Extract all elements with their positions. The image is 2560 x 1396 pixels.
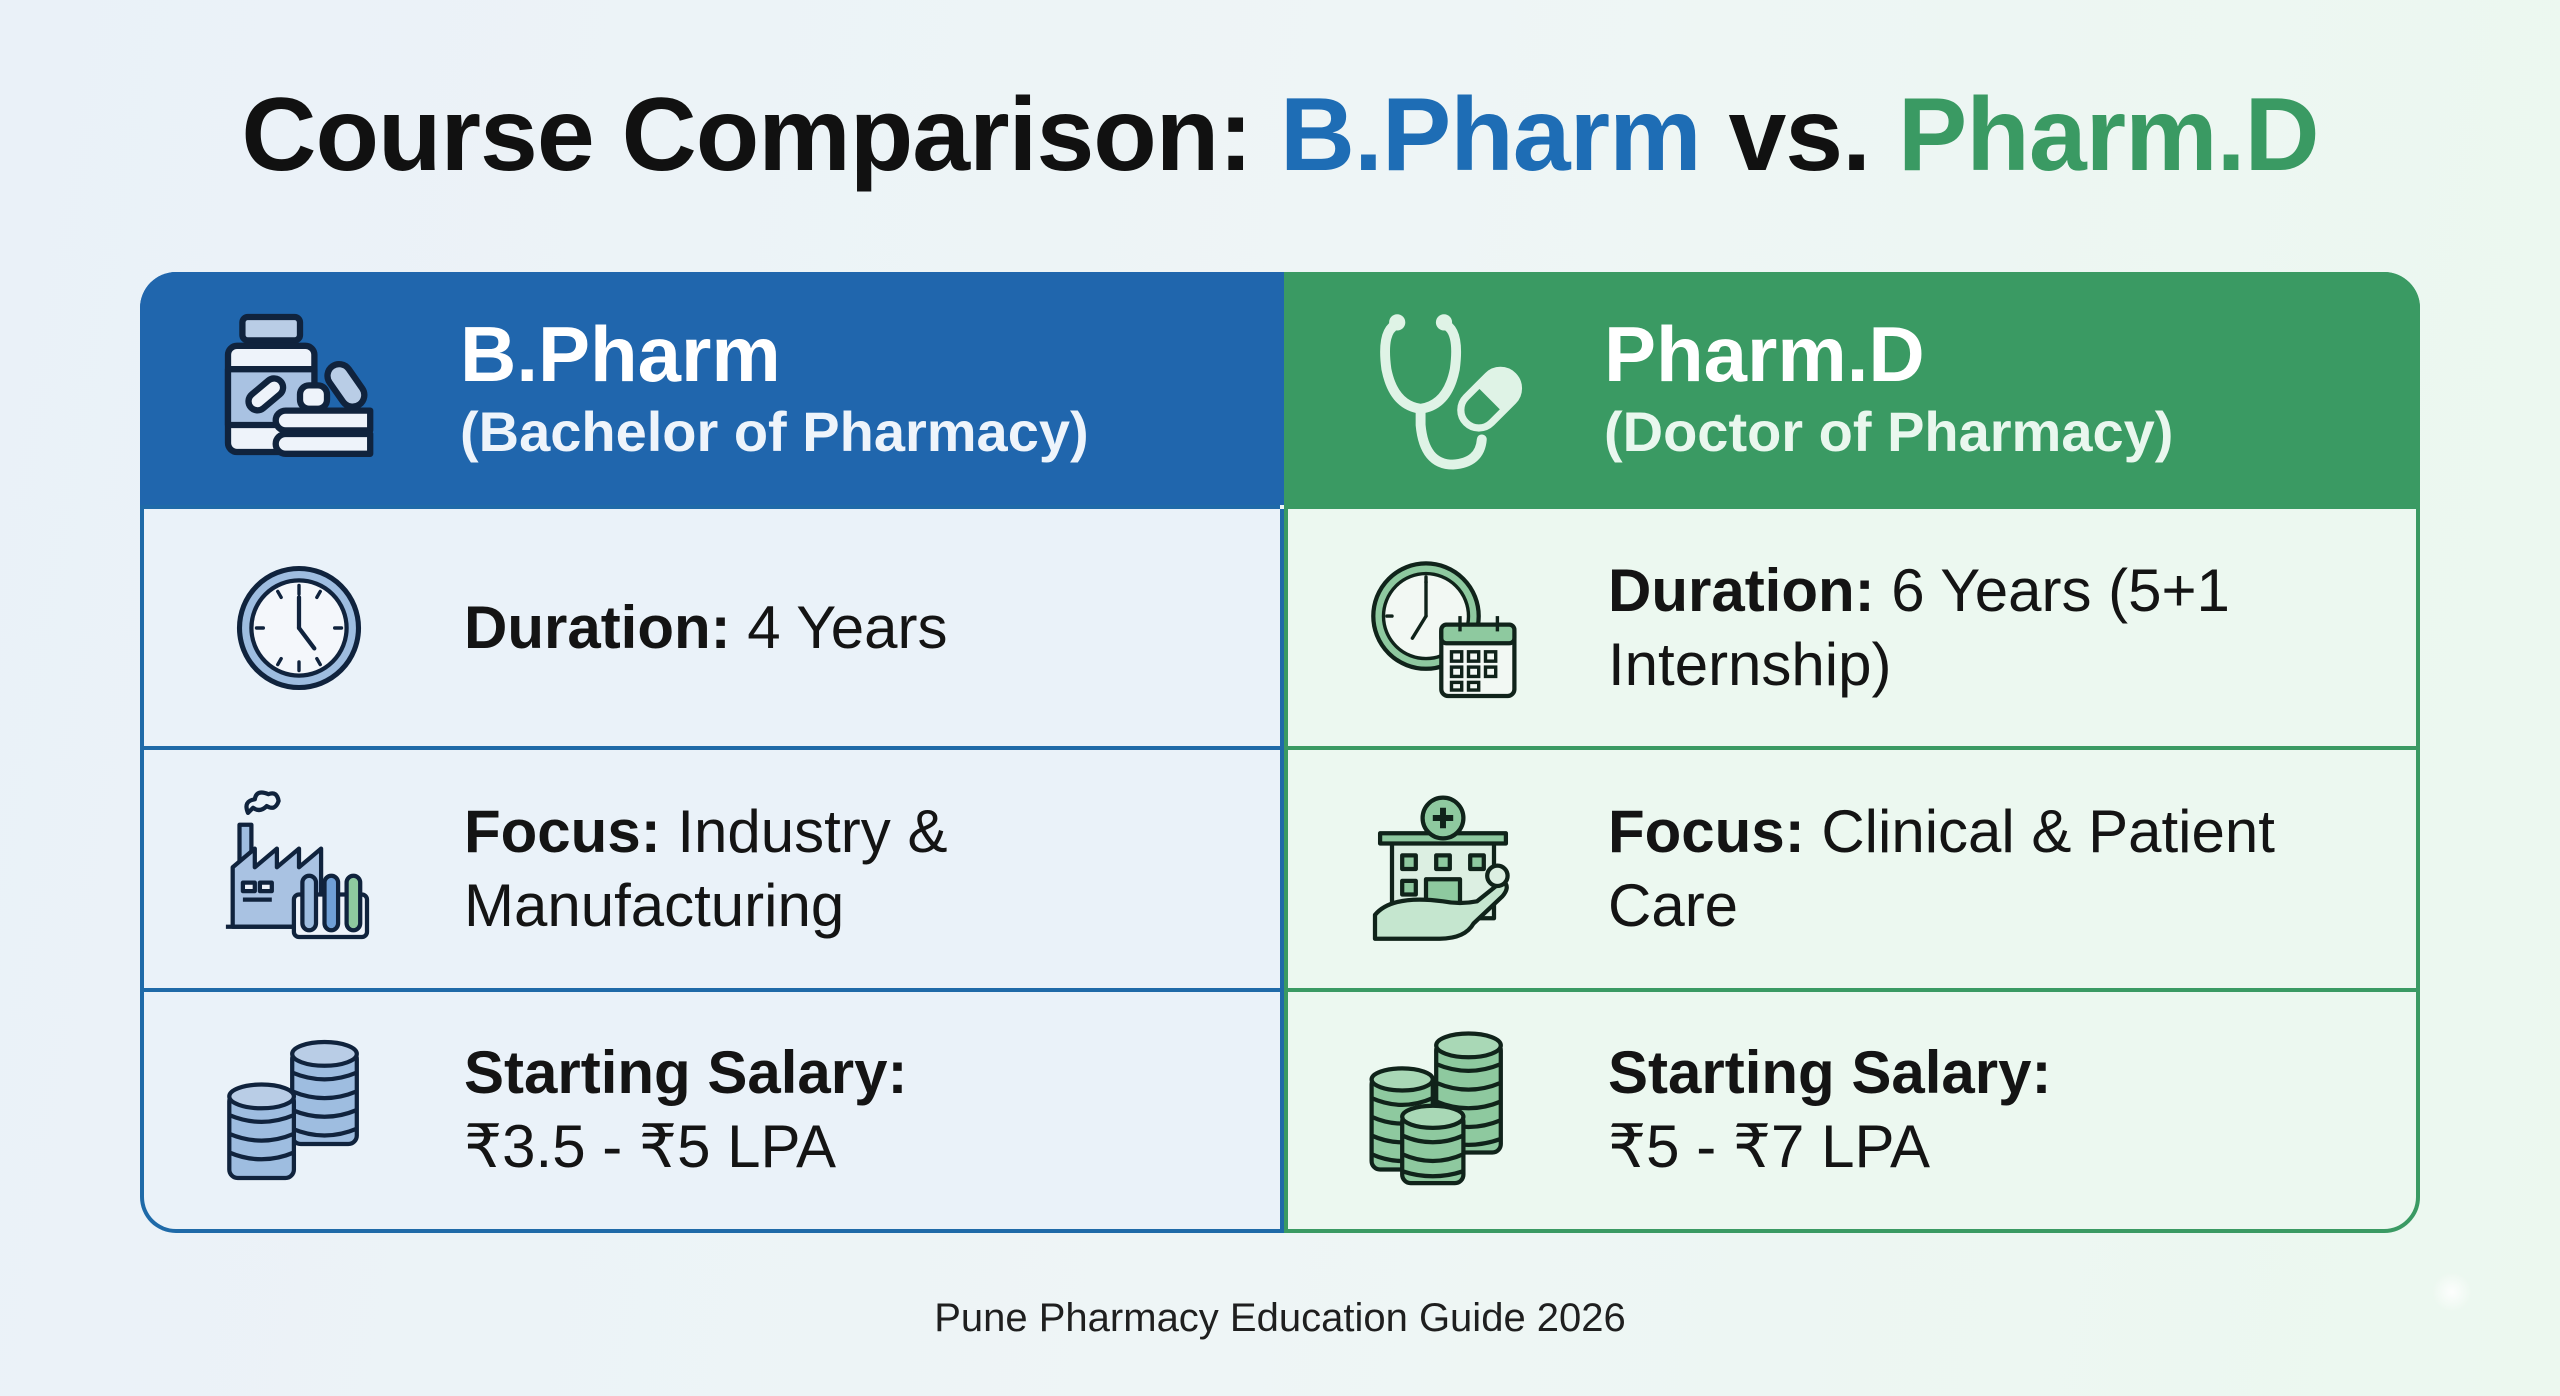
page-title: Course Comparison: B.Pharm vs. Pharm.D	[0, 70, 2560, 200]
pharmd-salary-row: Starting Salary: ₹5 - ₹7 LPA	[1288, 987, 2416, 1229]
title-course-b: Pharm.D	[1897, 77, 2320, 193]
medicine-bottle-books-icon	[224, 313, 374, 457]
bpharm-title: B.Pharm	[460, 309, 781, 398]
factory-test-tubes-icon	[225, 790, 370, 940]
pharmd-header: Pharm.D (Doctor of Pharmacy)	[1284, 272, 2420, 505]
pharmd-focus: Focus: Clinical & Patient Care	[1608, 797, 2275, 939]
pharmd-full-name: (Doctor of Pharmacy)	[1604, 399, 2174, 463]
bpharm-focus-row: Focus: Industry & Manufacturing	[144, 746, 1280, 987]
comparison-table: B.Pharm (Bachelor of Pharmacy) Duration:…	[140, 272, 2420, 1233]
clock-icon	[236, 565, 362, 690]
bpharm-full-name: (Bachelor of Pharmacy)	[460, 399, 1089, 463]
bpharm-focus: Focus: Industry & Manufacturing	[464, 797, 948, 939]
coin-stacks-icon	[1369, 1031, 1503, 1186]
bpharm-duration-row: Duration: 4 Years	[144, 505, 1280, 746]
title-separator: vs.	[1700, 77, 1898, 193]
stethoscope-pill-icon	[1380, 313, 1523, 470]
pharmd-salary: Starting Salary: ₹5 - ₹7 LPA	[1608, 1039, 2052, 1181]
coin-stacks-icon	[227, 1040, 359, 1181]
pharmd-column: Pharm.D (Doctor of Pharmacy)	[1284, 272, 2420, 1233]
bpharm-duration: Duration: 4 Years	[464, 593, 948, 661]
clock-calendar-icon	[1371, 560, 1517, 698]
hospital-patient-care-icon	[1372, 795, 1510, 941]
title-prefix: Course Comparison:	[241, 77, 1280, 193]
pharmd-focus-row: Focus: Clinical & Patient Care	[1288, 746, 2416, 987]
bpharm-salary: Starting Salary: ₹3.5 - ₹5 LPA	[464, 1039, 908, 1181]
pharmd-duration-row: Duration: 6 Years (5+1 Internship)	[1288, 505, 2416, 746]
bpharm-header: B.Pharm (Bachelor of Pharmacy)	[140, 272, 1284, 505]
title-course-a: B.Pharm	[1279, 77, 1702, 193]
pharmd-duration: Duration: 6 Years (5+1 Internship)	[1608, 556, 2230, 698]
bpharm-column: B.Pharm (Bachelor of Pharmacy) Duration:…	[140, 272, 1284, 1233]
pharmd-title: Pharm.D	[1604, 309, 1925, 398]
bpharm-salary-row: Starting Salary: ₹3.5 - ₹5 LPA	[144, 987, 1280, 1229]
footer-caption: Pune Pharmacy Education Guide 2026	[934, 1296, 1626, 1340]
